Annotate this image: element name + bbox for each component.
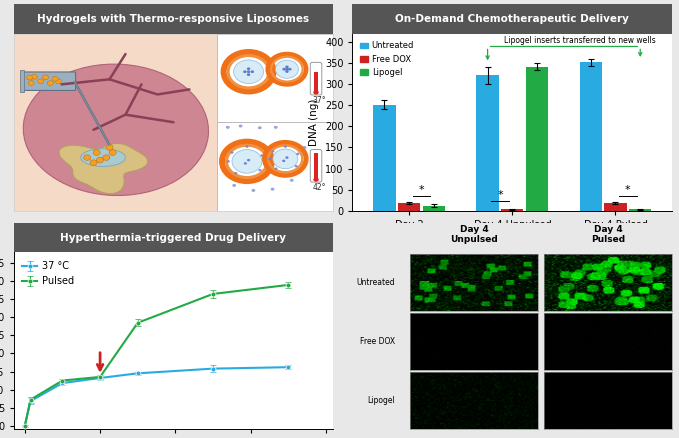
Bar xyxy=(580,63,602,211)
Y-axis label: DNA (ng): DNA (ng) xyxy=(309,99,319,146)
Circle shape xyxy=(232,184,236,187)
Circle shape xyxy=(109,150,116,155)
Bar xyxy=(477,75,499,211)
Text: Day 4
Pulsed: Day 4 Pulsed xyxy=(591,225,625,244)
Circle shape xyxy=(90,160,97,166)
Circle shape xyxy=(28,81,34,85)
Text: Hyperthermia-triggered Drug Delivery: Hyperthermia-triggered Drug Delivery xyxy=(60,233,287,243)
Circle shape xyxy=(52,76,58,81)
Bar xyxy=(501,209,524,211)
Circle shape xyxy=(274,167,278,170)
Circle shape xyxy=(93,150,100,155)
Circle shape xyxy=(285,70,289,73)
Circle shape xyxy=(260,154,263,157)
Circle shape xyxy=(258,126,261,129)
Circle shape xyxy=(238,124,242,127)
Circle shape xyxy=(273,149,298,169)
FancyBboxPatch shape xyxy=(310,149,322,182)
Text: On-Demand Chemotherapeutic Delivery: On-Demand Chemotherapeutic Delivery xyxy=(395,14,629,24)
Circle shape xyxy=(271,187,274,191)
Legend: 37 °C, Pulsed: 37 °C, Pulsed xyxy=(18,257,78,290)
Circle shape xyxy=(247,67,251,70)
Circle shape xyxy=(274,126,278,129)
Circle shape xyxy=(43,75,49,80)
Circle shape xyxy=(31,74,37,79)
Circle shape xyxy=(234,172,238,174)
Text: 37°: 37° xyxy=(312,96,326,105)
Polygon shape xyxy=(59,143,148,194)
Circle shape xyxy=(259,169,261,172)
Text: Lipogel: Lipogel xyxy=(367,396,394,405)
Circle shape xyxy=(282,68,286,71)
Bar xyxy=(604,203,627,211)
Circle shape xyxy=(296,153,299,155)
Circle shape xyxy=(272,150,274,153)
Circle shape xyxy=(38,79,43,84)
FancyBboxPatch shape xyxy=(20,70,24,92)
Text: *: * xyxy=(419,185,424,194)
Ellipse shape xyxy=(23,64,208,195)
Bar xyxy=(423,205,445,211)
Circle shape xyxy=(282,159,285,162)
Circle shape xyxy=(295,165,298,167)
Circle shape xyxy=(227,160,230,162)
Circle shape xyxy=(290,179,293,182)
Bar xyxy=(629,209,651,211)
Bar xyxy=(526,67,548,211)
Text: Free DOX: Free DOX xyxy=(360,337,394,346)
Circle shape xyxy=(285,66,289,68)
FancyBboxPatch shape xyxy=(14,34,221,211)
FancyBboxPatch shape xyxy=(314,152,318,179)
Circle shape xyxy=(96,157,103,163)
Circle shape xyxy=(244,162,247,165)
Text: *: * xyxy=(625,185,631,194)
Legend: Untreated, Free DOX, Lipogel: Untreated, Free DOX, Lipogel xyxy=(356,38,418,80)
Circle shape xyxy=(313,90,318,95)
Text: Hydrogels with Thermo-responsive Liposomes: Hydrogels with Thermo-responsive Liposom… xyxy=(37,14,310,24)
Circle shape xyxy=(285,68,289,71)
Bar xyxy=(373,105,396,211)
Circle shape xyxy=(103,155,110,160)
Circle shape xyxy=(247,71,251,73)
Circle shape xyxy=(247,73,251,76)
Circle shape xyxy=(234,60,263,84)
Ellipse shape xyxy=(81,149,126,166)
Circle shape xyxy=(313,177,318,182)
Bar xyxy=(398,203,420,211)
Circle shape xyxy=(247,159,250,161)
Circle shape xyxy=(288,68,291,71)
Circle shape xyxy=(285,156,289,159)
Circle shape xyxy=(106,145,113,150)
Circle shape xyxy=(55,79,61,84)
Text: 42°: 42° xyxy=(312,183,326,192)
Circle shape xyxy=(268,158,272,160)
FancyBboxPatch shape xyxy=(22,72,75,90)
Circle shape xyxy=(303,146,306,149)
Text: *: * xyxy=(497,190,502,200)
Text: Lipogel inserts transferred to new wells: Lipogel inserts transferred to new wells xyxy=(504,36,655,45)
Circle shape xyxy=(84,155,90,160)
Circle shape xyxy=(245,145,249,148)
FancyBboxPatch shape xyxy=(217,34,333,211)
Circle shape xyxy=(26,75,33,80)
Circle shape xyxy=(232,149,262,173)
Circle shape xyxy=(276,60,299,78)
Circle shape xyxy=(251,71,254,73)
Circle shape xyxy=(48,81,54,85)
Text: Day 4
Unpulsed: Day 4 Unpulsed xyxy=(450,225,498,244)
Circle shape xyxy=(226,126,230,129)
FancyBboxPatch shape xyxy=(310,62,322,95)
Circle shape xyxy=(243,71,246,73)
Circle shape xyxy=(284,145,287,148)
Circle shape xyxy=(251,189,255,192)
Circle shape xyxy=(230,151,234,154)
Text: Untreated: Untreated xyxy=(356,278,394,287)
FancyBboxPatch shape xyxy=(314,72,318,92)
